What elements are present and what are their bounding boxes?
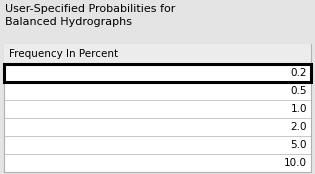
- Text: 2.0: 2.0: [290, 122, 307, 132]
- Bar: [4, 64, 311, 82]
- Text: 0.5: 0.5: [290, 86, 307, 96]
- Text: Frequency In Percent: Frequency In Percent: [9, 49, 118, 59]
- Text: 5.0: 5.0: [290, 140, 307, 150]
- Text: 0.2: 0.2: [290, 68, 307, 78]
- Bar: [4, 44, 311, 64]
- Text: 10.0: 10.0: [284, 158, 307, 168]
- Bar: [4, 44, 311, 172]
- Text: User-Specified Probabilities for
Balanced Hydrographs: User-Specified Probabilities for Balance…: [5, 4, 175, 27]
- Text: 1.0: 1.0: [290, 104, 307, 114]
